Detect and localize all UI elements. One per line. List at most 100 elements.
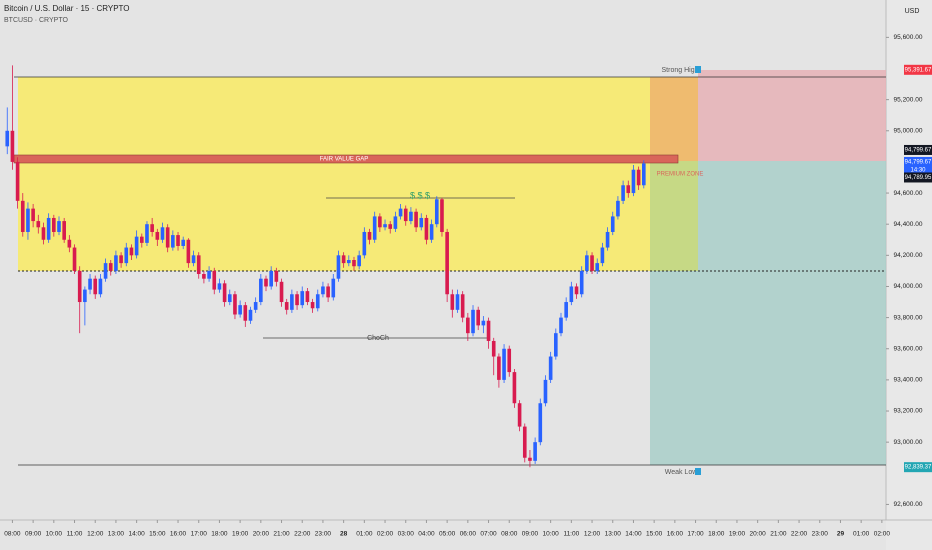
candle-body — [181, 239, 186, 246]
candle-body — [114, 255, 118, 271]
chart-subtitle: BTCUSD · CRYPTO — [4, 17, 68, 24]
x-tick-label: 01:00 — [356, 531, 373, 538]
candle-body — [196, 255, 201, 275]
candle-body — [486, 320, 491, 341]
candle-body — [279, 281, 284, 303]
y-tick-label: 93,000.00 — [894, 439, 923, 446]
x-tick-label: 28 — [340, 531, 348, 538]
candle-body — [346, 260, 351, 264]
x-tick-label: 05:00 — [439, 531, 456, 538]
candle-body — [372, 216, 377, 240]
x-tick-label: 21:00 — [770, 531, 787, 538]
candle-body — [616, 200, 620, 217]
price-tag — [904, 172, 932, 183]
candle-body — [331, 278, 336, 298]
candle-body — [507, 348, 512, 373]
y-tick-label: 92,600.00 — [894, 501, 923, 508]
x-tick-label: 09:00 — [25, 531, 42, 538]
candle-body — [388, 224, 393, 229]
candle-body — [429, 224, 434, 240]
candle-body — [98, 278, 103, 295]
x-tick-label: 23:00 — [812, 531, 829, 538]
x-tick-label: 09:00 — [522, 531, 539, 538]
candle-body — [522, 426, 527, 458]
candle-body — [414, 211, 418, 228]
candle-body — [269, 270, 273, 287]
price-tag-time: 14:30 — [910, 168, 926, 174]
price-tag — [904, 462, 932, 473]
candle-body — [497, 356, 501, 380]
price-tag — [904, 156, 932, 175]
x-tick-label: 15:00 — [149, 531, 166, 538]
candle-body — [579, 270, 584, 295]
candle-body — [434, 199, 439, 225]
candle-body — [212, 270, 217, 290]
x-tick-label: 16:00 — [667, 531, 684, 538]
x-tick-label: 10:00 — [543, 531, 560, 538]
candle-body — [243, 305, 248, 321]
candle-body — [450, 294, 455, 310]
x-tick-label: 19:00 — [729, 531, 746, 538]
x-tick-label: 07:00 — [480, 531, 497, 538]
candle-body — [108, 263, 113, 271]
annotation: PREMIUM ZONE — [657, 172, 704, 178]
candle-body — [491, 340, 496, 357]
candle-body — [621, 185, 625, 201]
candle-body — [129, 247, 134, 256]
candle-body — [471, 309, 475, 334]
candle-body — [103, 263, 108, 279]
candle-body — [512, 372, 517, 404]
candle-body — [72, 247, 77, 271]
candle-body — [460, 294, 465, 318]
x-tick-label: 20:00 — [253, 531, 270, 538]
candle-body — [31, 208, 35, 222]
candle-body — [83, 289, 87, 303]
price-tag-label: 94,789.95 — [905, 175, 932, 181]
candle-body — [233, 294, 237, 315]
candle-body — [227, 294, 232, 303]
candle-body — [5, 130, 10, 147]
candle-body — [217, 283, 222, 290]
candle-body — [610, 216, 615, 232]
price-tag-label: 95,391.67 — [905, 67, 932, 73]
x-tick-label: 08:00 — [501, 531, 518, 538]
x-tick-label: 08:00 — [4, 531, 21, 538]
x-tick-label: 17:00 — [687, 531, 704, 538]
x-tick-label: 12:00 — [87, 531, 104, 538]
candle-body — [403, 208, 408, 222]
candle-body — [502, 348, 506, 380]
target-zone — [698, 70, 886, 161]
candle-body — [295, 294, 299, 306]
candle-body — [207, 270, 211, 279]
candle-body — [15, 161, 20, 201]
x-tick-label: 13:00 — [108, 531, 125, 538]
candle-body — [574, 286, 579, 295]
candle-body — [321, 286, 325, 295]
candle-body — [367, 231, 372, 240]
x-tick-label: 06:00 — [460, 531, 477, 538]
candle-body — [600, 247, 605, 264]
x-tick-label: 14:00 — [625, 531, 642, 538]
candle-body — [440, 199, 444, 232]
currency: USD — [905, 8, 920, 15]
candle-body — [305, 291, 310, 303]
candle-body — [41, 227, 46, 240]
candle-body — [88, 278, 92, 290]
annotation: FAIR VALUE GAP — [320, 157, 369, 163]
supply-zone — [650, 77, 698, 161]
candle-body — [590, 255, 594, 271]
candle-body — [393, 216, 398, 229]
x-tick-label: 17:00 — [191, 531, 208, 538]
candle-body — [264, 278, 268, 287]
y-tick-label: 94,600.00 — [894, 190, 923, 197]
candle-body — [559, 317, 563, 334]
candle-body — [383, 224, 387, 228]
candle-body — [191, 255, 196, 264]
candle-body — [176, 235, 180, 246]
candle-body — [274, 270, 279, 282]
annotation: Weak Low — [665, 469, 698, 476]
price-axis — [886, 0, 932, 550]
candle-body — [134, 236, 139, 256]
y-tick-label: 94,400.00 — [894, 221, 923, 228]
x-tick-label: 11:00 — [67, 531, 83, 538]
